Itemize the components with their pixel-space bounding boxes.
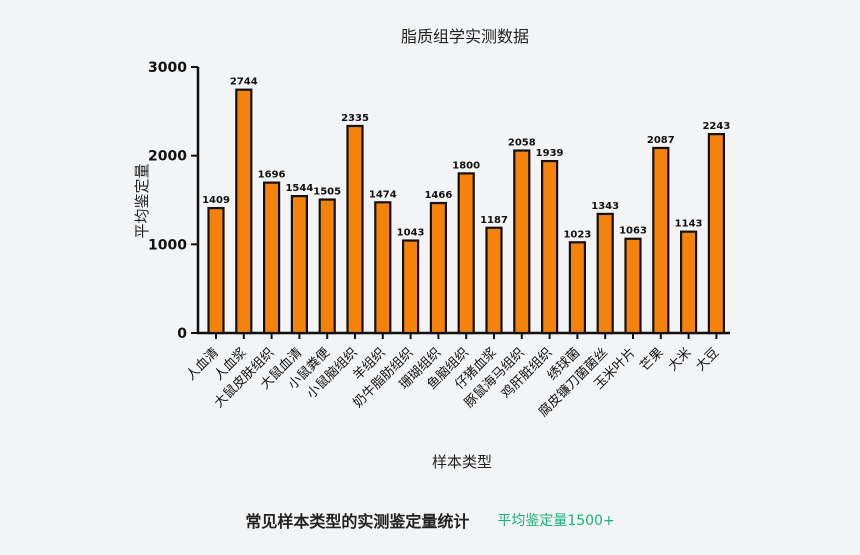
bar <box>429 201 447 335</box>
data-label: 1696 <box>258 170 286 181</box>
data-label: 1544 <box>285 183 313 194</box>
y-tick-label: 3000 <box>148 60 187 76</box>
bar <box>624 237 642 335</box>
bar <box>707 133 726 335</box>
bar <box>207 206 225 335</box>
y-axis-label: 平均鉴定量 <box>133 163 151 238</box>
y-tick-label: 1000 <box>148 237 187 253</box>
data-label: 1800 <box>452 160 480 171</box>
data-label: 2243 <box>702 121 730 132</box>
caption-highlight: 平均鉴定量1500+ <box>497 513 615 529</box>
bar <box>346 124 364 335</box>
bar <box>235 88 253 335</box>
caption-title: 常见样本类型的实测鉴定量统计 <box>245 512 470 531</box>
data-label: 1063 <box>619 226 647 237</box>
bar <box>568 241 587 335</box>
data-label: 1143 <box>675 219 703 230</box>
bar <box>540 159 559 335</box>
bar <box>374 201 392 335</box>
data-label: 2335 <box>341 113 369 124</box>
caption-row: 常见样本类型的实测鉴定量统计 平均鉴定量1500+ <box>0 500 860 540</box>
data-label: 1505 <box>313 187 341 198</box>
bar <box>596 212 614 335</box>
x-axis-label: 样本类型 <box>432 453 492 471</box>
data-label: 1023 <box>563 229 591 240</box>
bar <box>290 194 308 335</box>
chart: 脂质组学实测数据 平均鉴定量 样本类型 0 1000 2000 3000 1409 人血清… <box>133 27 730 471</box>
chart-title: 脂质组学实测数据 <box>401 27 529 46</box>
x-tick-label: 芒果 <box>637 345 667 375</box>
y-tick-label: 0 <box>177 326 187 342</box>
x-tick-label: 大米 <box>665 345 694 374</box>
x-tick-label: 大豆 <box>693 345 722 374</box>
bar <box>485 226 503 335</box>
bar <box>513 149 531 335</box>
bar <box>457 172 475 335</box>
data-label: 2058 <box>508 138 536 149</box>
data-label: 1466 <box>424 190 452 201</box>
bar-chart: 脂质组学实测数据 平均鉴定量 样本类型 01000200030001409人血清… <box>133 27 730 471</box>
bar <box>263 181 281 335</box>
data-label: 1343 <box>591 201 619 212</box>
bar <box>402 239 420 335</box>
data-label: 1474 <box>369 189 397 200</box>
y-tick-label: 2000 <box>148 149 187 165</box>
data-label: 1939 <box>536 148 564 159</box>
data-label: 1409 <box>202 195 230 206</box>
bar <box>679 230 698 335</box>
data-label: 2744 <box>230 77 258 88</box>
bar <box>652 146 670 335</box>
data-label: 2087 <box>647 135 675 146</box>
data-label: 1043 <box>397 228 425 239</box>
data-label: 1187 <box>480 215 508 226</box>
bar <box>318 198 336 335</box>
